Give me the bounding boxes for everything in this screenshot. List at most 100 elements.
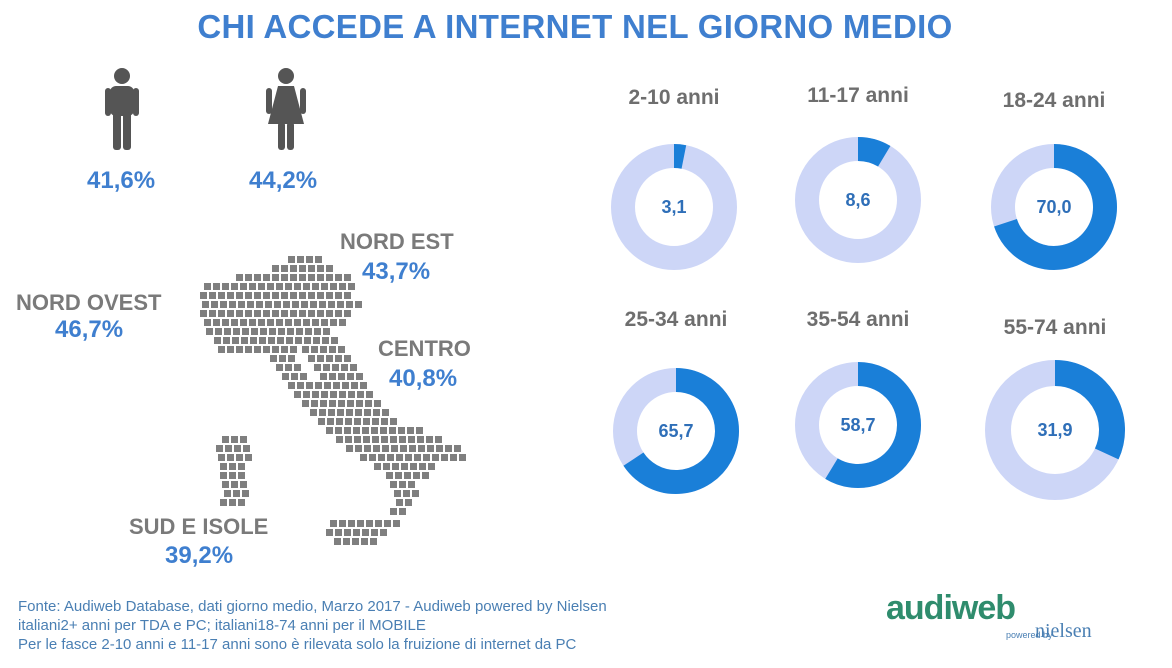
map-dot <box>326 310 333 317</box>
map-dot <box>323 328 330 335</box>
map-dot <box>294 391 301 398</box>
map-dot <box>329 400 336 407</box>
nielsen-logo: nielsen <box>1035 620 1092 642</box>
map-dot <box>427 445 434 452</box>
map-dot <box>400 445 407 452</box>
map-dot <box>267 319 274 326</box>
map-dot <box>366 391 373 398</box>
map-dot <box>344 427 351 434</box>
map-dot <box>335 310 342 317</box>
map-dot <box>287 328 294 335</box>
map-dot <box>408 436 415 443</box>
map-dot <box>220 499 227 506</box>
map-dot <box>419 463 426 470</box>
map-dot <box>249 283 256 290</box>
map-dot <box>355 445 362 452</box>
map-dot <box>371 427 378 434</box>
map-dot <box>418 445 425 452</box>
map-dot <box>263 310 270 317</box>
map-dot <box>454 445 461 452</box>
map-dot <box>384 520 391 527</box>
logo-powered-by: powered by <box>1006 630 1053 640</box>
map-dot <box>270 355 277 362</box>
map-dot <box>312 319 319 326</box>
donut-age-label: 2-10 anni <box>628 86 719 109</box>
map-dot <box>412 490 419 497</box>
donut-value-label: 65,7 <box>658 421 693 441</box>
map-dot <box>343 538 350 545</box>
map-dot <box>202 301 209 308</box>
male-percentage: 41,6% <box>87 167 156 194</box>
donut-age-label: 55-74 anni <box>1004 316 1107 339</box>
map-dot <box>288 256 295 263</box>
map-dot <box>330 319 337 326</box>
map-dot <box>290 310 297 317</box>
map-dot <box>242 328 249 335</box>
map-dot <box>222 436 229 443</box>
map-dot <box>232 337 239 344</box>
donut-value-label: 3,1 <box>661 197 686 217</box>
map-dot <box>245 310 252 317</box>
map-dot <box>303 319 310 326</box>
map-dot <box>339 319 346 326</box>
donut-55-74-anni: 31,9 55-74 anni <box>985 316 1125 500</box>
map-dot <box>276 283 283 290</box>
map-dot <box>306 382 313 389</box>
map-dot <box>413 472 420 479</box>
map-dot <box>227 346 234 353</box>
map-dot <box>231 283 238 290</box>
map-dot <box>227 292 234 299</box>
map-dot <box>240 436 247 443</box>
map-dot <box>233 490 240 497</box>
map-dot <box>245 274 252 281</box>
map-dot <box>327 418 334 425</box>
map-dot <box>391 445 398 452</box>
map-dot <box>288 382 295 389</box>
map-dot <box>348 520 355 527</box>
map-dot <box>326 529 333 536</box>
map-dot <box>383 463 390 470</box>
map-dot <box>328 409 335 416</box>
map-dot <box>441 454 448 461</box>
map-dot <box>408 481 415 488</box>
map-dot <box>423 454 430 461</box>
map-dot <box>353 427 360 434</box>
map-dot <box>394 490 401 497</box>
map-dot <box>326 274 333 281</box>
map-dot <box>354 436 361 443</box>
map-dot <box>364 409 371 416</box>
map-dot <box>245 346 252 353</box>
map-dot <box>396 499 403 506</box>
map-dot <box>347 373 354 380</box>
map-dot <box>320 373 327 380</box>
map-dot <box>296 328 303 335</box>
map-dot <box>330 283 337 290</box>
map-dot <box>276 319 283 326</box>
map-dot <box>290 346 297 353</box>
map-dot <box>338 346 345 353</box>
region-value-centro: 40,8% <box>389 365 458 392</box>
map-dot <box>312 391 319 398</box>
donut-slice <box>825 362 921 488</box>
donut-age-label: 18-24 anni <box>1003 89 1106 112</box>
map-dot <box>366 520 373 527</box>
map-dot <box>260 328 267 335</box>
map-dot <box>416 427 423 434</box>
map-dot <box>243 445 250 452</box>
map-dot <box>338 373 345 380</box>
map-dot <box>240 481 247 488</box>
map-dot <box>224 328 231 335</box>
map-dot <box>381 436 388 443</box>
map-dot <box>267 283 274 290</box>
map-dot <box>222 319 229 326</box>
map-dot <box>272 346 279 353</box>
map-dot <box>335 355 342 362</box>
map-dot <box>302 346 309 353</box>
map-dot <box>354 418 361 425</box>
map-dot <box>339 391 346 398</box>
map-dot <box>339 283 346 290</box>
map-dot <box>285 364 292 371</box>
map-dot <box>249 319 256 326</box>
map-dot <box>218 310 225 317</box>
map-dot <box>319 301 326 308</box>
